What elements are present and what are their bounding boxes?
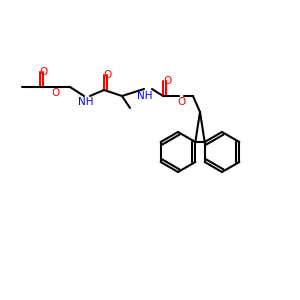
Text: O: O [163, 76, 171, 86]
Text: NH: NH [137, 91, 153, 101]
Text: O: O [104, 70, 112, 80]
Text: O: O [177, 97, 185, 107]
Text: O: O [52, 88, 60, 98]
Text: NH: NH [78, 97, 94, 107]
Text: O: O [40, 67, 48, 77]
